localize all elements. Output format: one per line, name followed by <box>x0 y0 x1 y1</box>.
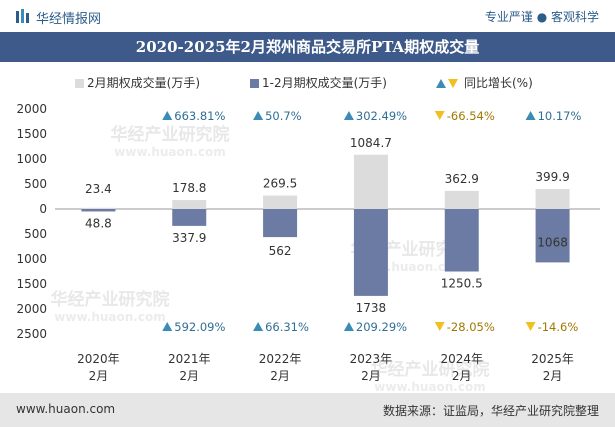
legend-label-growth: 同比增长(%) <box>464 76 533 90</box>
bar-series2 <box>81 209 116 212</box>
watermark-url: www.huaon.com <box>114 145 225 159</box>
x-tick-label: 2月 <box>270 369 290 383</box>
growth-label-bottom: -28.05% <box>447 320 495 334</box>
data-label-series1: 362.9 <box>445 172 479 186</box>
bar-series1 <box>263 195 298 209</box>
legend-swatch-series1 <box>75 79 84 88</box>
title-bar: 2020-2025年2月郑州商品交易所PTA期权成交量 <box>0 32 615 62</box>
y-tick-label: 500 <box>24 227 47 241</box>
growth-label-bottom: 66.31% <box>265 320 309 334</box>
growth-up-icon <box>343 322 354 331</box>
legend-swatch-series2 <box>250 79 259 88</box>
legend-item-series1: 2月期权成交量(万手) <box>75 74 200 91</box>
footer-url: www.huaon.com <box>16 402 116 416</box>
legend-label-series2: 1-2月期权成交量(万手) <box>262 76 387 90</box>
growth-down-icon <box>448 79 458 88</box>
y-tick-label: 2000 <box>16 102 47 116</box>
growth-up-icon <box>253 111 264 120</box>
legend-label-series1: 2月期权成交量(万手) <box>87 76 200 90</box>
growth-label-bottom: 209.29% <box>356 320 407 334</box>
growth-up-icon <box>525 111 536 120</box>
header-bar: 华经情报网 专业严谨 ● 客观科学 <box>0 0 615 32</box>
growth-up-icon <box>162 111 173 120</box>
growth-up-icon <box>436 79 446 88</box>
bar-series1 <box>81 207 116 209</box>
watermark-url: www.huaon.com <box>54 310 165 324</box>
y-tick-label: 1000 <box>16 252 47 266</box>
bar-series2 <box>444 209 479 272</box>
y-tick-label: 500 <box>24 177 47 191</box>
growth-down-icon <box>434 322 445 331</box>
growth-up-icon <box>343 111 354 120</box>
data-label-series1: 178.8 <box>172 181 206 195</box>
x-tick-label: 2021年 <box>168 352 211 366</box>
footer-source: 数据来源：证监局，华经产业研究院整理 <box>382 404 599 418</box>
bar-series2 <box>263 209 298 238</box>
growth-label-top: 50.7% <box>265 109 302 123</box>
data-label-series1: 1084.7 <box>350 136 392 150</box>
x-tick-label: 2月 <box>89 369 109 383</box>
x-tick-label: 2024年 <box>440 352 483 366</box>
y-tick-label: 1500 <box>16 277 47 291</box>
bar-series1 <box>444 190 479 209</box>
data-label-series2: 337.9 <box>172 231 206 245</box>
growth-label-bottom: -14.6% <box>538 320 579 334</box>
chart-title: 2020-2025年2月郑州商品交易所PTA期权成交量 <box>135 38 480 56</box>
x-tick-label: 2月 <box>543 369 563 383</box>
data-label-series2: 562 <box>269 244 292 258</box>
growth-label-top: 10.17% <box>538 109 582 123</box>
x-tick-label: 2020年 <box>77 352 120 366</box>
bar-series2 <box>353 209 388 296</box>
data-label-series2: 1068 <box>537 235 568 249</box>
data-label-series2: 48.8 <box>85 216 112 230</box>
x-tick-label: 2023年 <box>350 352 393 366</box>
y-tick-label: 2500 <box>16 327 47 341</box>
legend-item-series2: 1-2月期权成交量(万手) <box>250 74 387 91</box>
growth-label-top: 302.49% <box>356 109 407 123</box>
site-name: 华经情报网 <box>36 12 102 27</box>
legend: 2月期权成交量(万手) 1-2月期权成交量(万手) 同比增长(%) <box>0 70 615 94</box>
y-tick-label: 1000 <box>16 152 47 166</box>
bar-series1 <box>535 189 570 209</box>
bar-series1 <box>172 200 207 209</box>
bar-series2 <box>535 209 570 263</box>
watermark-url: www.huaon.com <box>374 380 485 393</box>
y-tick-label: 2000 <box>16 302 47 316</box>
logo-icon <box>16 9 29 23</box>
data-label-series2: 1250.5 <box>441 277 483 291</box>
growth-label-bottom: 592.09% <box>174 320 225 334</box>
data-label-series1: 399.9 <box>535 170 569 184</box>
growth-down-icon <box>434 111 445 120</box>
data-label-series2: 1738 <box>356 301 387 315</box>
footer-bar: www.huaon.com 数据来源：证监局，华经产业研究院整理 <box>0 393 615 427</box>
x-tick-label: 2025年 <box>531 352 574 366</box>
x-tick-label: 2022年 <box>259 352 302 366</box>
x-tick-label: 2月 <box>361 369 381 383</box>
data-label-series1: 23.4 <box>85 182 112 196</box>
legend-item-growth: 同比增长(%) <box>436 74 533 91</box>
chart-plot: 华经产业研究院www.huaon.com华经产业研究院www.huaon.com… <box>16 102 600 393</box>
watermark-text: 华经产业研究院 <box>51 289 170 310</box>
bar-series2 <box>172 209 207 226</box>
growth-up-icon <box>253 322 264 331</box>
slogan: 专业严谨 ● 客观科学 <box>484 10 599 24</box>
growth-label-top: -66.54% <box>447 109 495 123</box>
growth-label-top: 663.81% <box>174 109 225 123</box>
watermark-text: 华经产业研究院 <box>371 359 490 380</box>
growth-up-icon <box>162 322 173 331</box>
bar-series1 <box>353 154 388 209</box>
watermark-text: 华经产业研究院 <box>111 124 230 145</box>
growth-down-icon <box>525 322 536 331</box>
y-tick-label: 0 <box>39 202 47 216</box>
x-tick-label: 2月 <box>452 369 472 383</box>
x-tick-label: 2月 <box>179 369 199 383</box>
y-tick-label: 1500 <box>16 127 47 141</box>
data-label-series1: 269.5 <box>263 177 297 191</box>
